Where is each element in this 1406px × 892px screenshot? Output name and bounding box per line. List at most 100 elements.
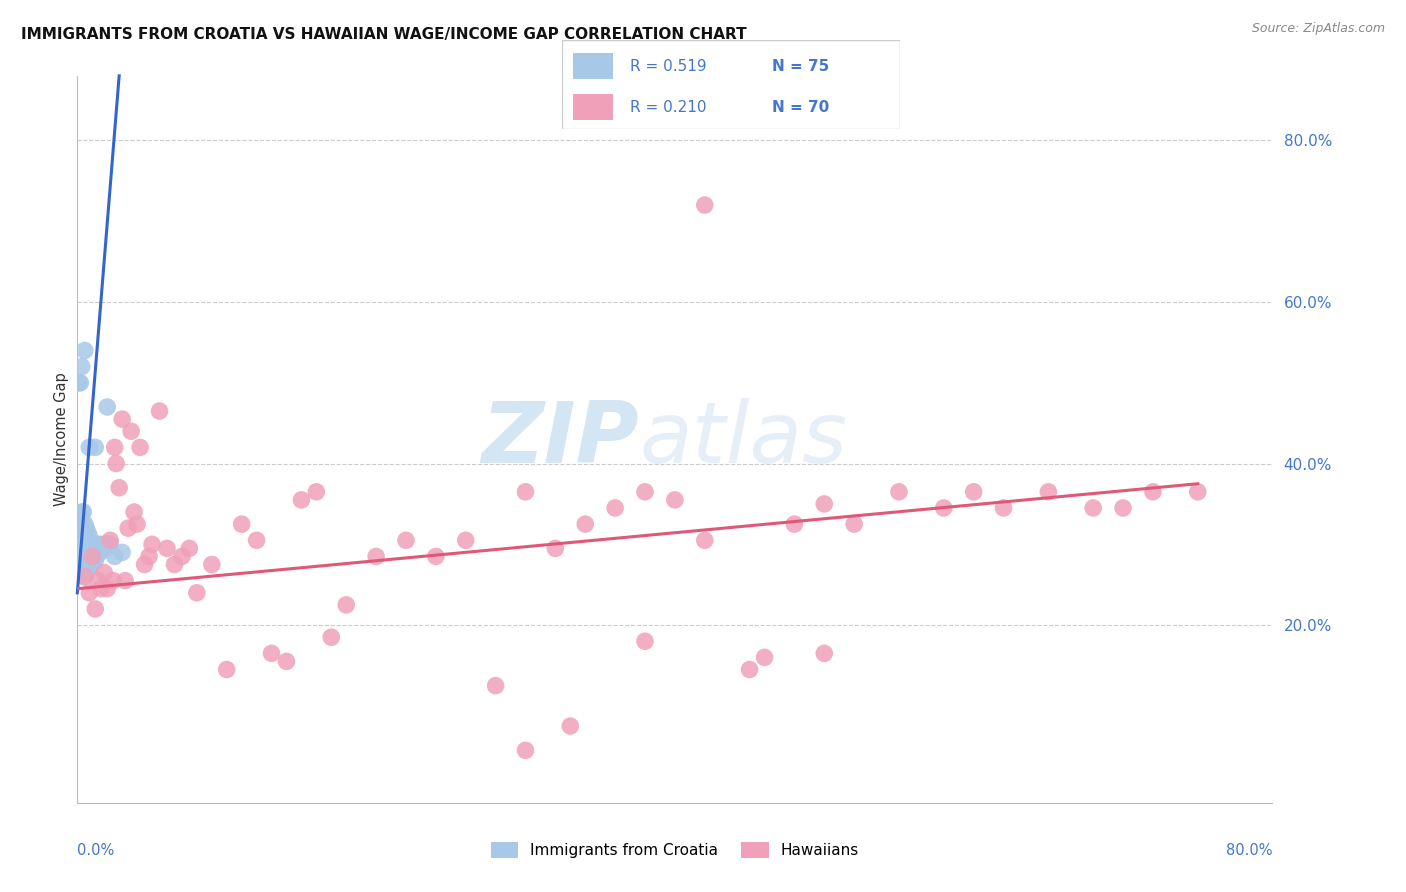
Point [72, 553, 94, 567]
Point [80, 558, 103, 572]
Point [305, 484, 328, 499]
Point [148, 404, 170, 418]
Point [754, 650, 776, 665]
Text: 0.0%: 0.0% [77, 843, 114, 858]
Point [80, 549, 103, 564]
Point [73, 566, 96, 580]
Point [79, 561, 101, 575]
Point [91, 541, 114, 556]
Point [75, 541, 97, 556]
Point [1038, 484, 1060, 499]
Point [932, 500, 955, 515]
Point [79, 441, 101, 455]
Point [75, 521, 97, 535]
Point [82, 558, 104, 572]
Point [73, 558, 96, 572]
Point [844, 517, 866, 532]
Point [605, 500, 627, 515]
Point [89, 537, 111, 551]
Point [98, 533, 121, 548]
Point [93, 537, 115, 551]
Point [75, 566, 97, 580]
Point [84, 553, 107, 567]
Point [104, 441, 127, 455]
Point [93, 566, 115, 580]
Text: IMMIGRANTS FROM CROATIA VS HAWAIIAN WAGE/INCOME GAP CORRELATION CHART: IMMIGRANTS FROM CROATIA VS HAWAIIAN WAGE… [21, 27, 747, 42]
Point [73, 517, 96, 532]
Point [94, 541, 117, 556]
Text: R = 0.210: R = 0.210 [630, 100, 706, 114]
Point [73, 541, 96, 556]
Point [104, 549, 127, 564]
Point [67, 541, 90, 556]
Point [574, 517, 596, 532]
Point [141, 537, 163, 551]
Point [887, 484, 910, 499]
Point [96, 582, 118, 596]
Point [1187, 484, 1209, 499]
Point [70, 513, 93, 527]
Point [813, 646, 835, 660]
Point [515, 484, 537, 499]
Bar [572, 53, 613, 79]
Point [111, 412, 134, 426]
Point [395, 533, 418, 548]
Point [186, 586, 208, 600]
Point [73, 549, 96, 564]
Point [425, 549, 447, 564]
Point [103, 574, 124, 588]
Point [87, 574, 110, 588]
Point [70, 537, 93, 551]
Point [70, 505, 93, 519]
FancyBboxPatch shape [562, 40, 900, 129]
Point [114, 574, 136, 588]
Point [260, 646, 283, 660]
Point [80, 537, 103, 551]
Point [84, 541, 107, 556]
Point [75, 549, 97, 564]
Point [79, 586, 101, 600]
Point [163, 558, 186, 572]
Point [70, 521, 93, 535]
Point [79, 529, 101, 543]
Point [73, 569, 96, 583]
Point [215, 663, 238, 677]
Point [72, 569, 94, 583]
Point [98, 537, 121, 551]
Point [84, 602, 107, 616]
Point [76, 553, 98, 567]
Point [82, 549, 104, 564]
Text: ZIP: ZIP [481, 398, 640, 481]
Point [96, 400, 118, 414]
Point [73, 525, 96, 540]
Point [79, 541, 101, 556]
Point [179, 541, 201, 556]
Point [560, 719, 582, 733]
Point [82, 541, 104, 556]
Point [693, 198, 716, 212]
Point [108, 481, 131, 495]
Bar [572, 94, 613, 120]
Point [634, 484, 657, 499]
Point [82, 549, 104, 564]
Point [69, 541, 91, 556]
Point [231, 517, 253, 532]
Point [693, 533, 716, 548]
Text: 80.0%: 80.0% [1226, 843, 1272, 858]
Point [1142, 484, 1164, 499]
Text: Source: ZipAtlas.com: Source: ZipAtlas.com [1251, 22, 1385, 36]
Point [69, 533, 91, 548]
Point [783, 517, 806, 532]
Point [111, 545, 134, 559]
Point [79, 549, 101, 564]
Point [96, 537, 118, 551]
Point [90, 582, 112, 596]
Point [84, 441, 107, 455]
Point [83, 553, 105, 567]
Point [70, 545, 93, 559]
Point [72, 561, 94, 575]
Y-axis label: Wage/Income Gap: Wage/Income Gap [53, 373, 69, 506]
Point [72, 537, 94, 551]
Point [67, 533, 90, 548]
Point [90, 541, 112, 556]
